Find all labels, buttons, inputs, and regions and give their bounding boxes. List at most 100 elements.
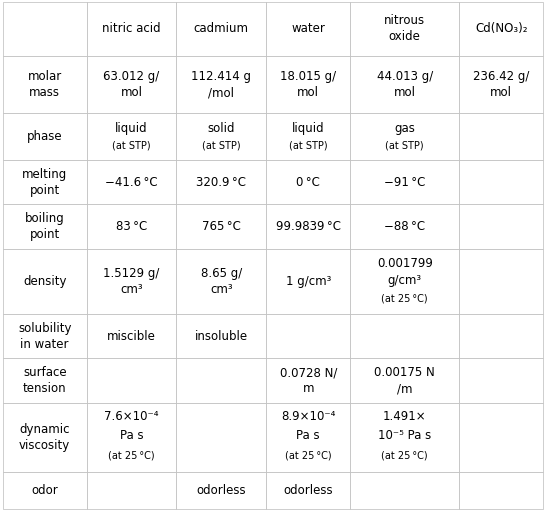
Text: dynamic
viscosity: dynamic viscosity xyxy=(19,423,70,452)
Bar xyxy=(87,2,176,56)
Bar xyxy=(87,56,176,113)
Bar xyxy=(266,204,350,249)
Bar xyxy=(3,56,87,113)
Text: melting
point: melting point xyxy=(22,168,67,197)
Bar xyxy=(3,472,87,509)
Text: 18.015 g/
mol: 18.015 g/ mol xyxy=(280,70,336,99)
Bar xyxy=(3,403,87,472)
Bar xyxy=(3,113,87,160)
Bar xyxy=(459,204,543,249)
Bar xyxy=(350,56,459,113)
Bar xyxy=(87,403,176,472)
Text: (at 25 °C): (at 25 °C) xyxy=(108,450,155,460)
Text: solid: solid xyxy=(207,122,235,135)
Text: density: density xyxy=(23,275,67,288)
Bar xyxy=(266,403,350,472)
Text: cadmium: cadmium xyxy=(194,22,249,35)
Text: odorless: odorless xyxy=(283,484,333,497)
Bar xyxy=(459,56,543,113)
Bar xyxy=(176,204,266,249)
Text: 1.491×: 1.491× xyxy=(383,410,426,423)
Text: 44.013 g/
mol: 44.013 g/ mol xyxy=(377,70,433,99)
Text: 83 °C: 83 °C xyxy=(116,220,147,233)
Bar xyxy=(266,358,350,403)
Bar xyxy=(176,472,266,509)
Bar xyxy=(87,204,176,249)
Bar xyxy=(266,472,350,509)
Bar xyxy=(350,2,459,56)
Bar xyxy=(87,314,176,358)
Text: 0.0728 N/
m: 0.0728 N/ m xyxy=(280,366,337,395)
Text: liquid: liquid xyxy=(292,122,324,135)
Bar xyxy=(87,249,176,314)
Text: 63.012 g/
mol: 63.012 g/ mol xyxy=(104,70,160,99)
Bar xyxy=(87,160,176,204)
Text: 236.42 g/
mol: 236.42 g/ mol xyxy=(473,70,530,99)
Bar xyxy=(176,56,266,113)
Bar xyxy=(176,403,266,472)
Text: (at 25 °C): (at 25 °C) xyxy=(382,293,428,304)
Text: 765 °C: 765 °C xyxy=(202,220,241,233)
Text: 112.414 g
/mol: 112.414 g /mol xyxy=(191,70,251,99)
Text: Cd(NO₃)₂: Cd(NO₃)₂ xyxy=(475,22,527,35)
Text: (at STP): (at STP) xyxy=(385,141,424,151)
Bar xyxy=(459,2,543,56)
Bar xyxy=(459,113,543,160)
Text: 0.001799: 0.001799 xyxy=(377,257,432,270)
Bar xyxy=(176,358,266,403)
Text: (at STP): (at STP) xyxy=(112,141,151,151)
Text: Pa s: Pa s xyxy=(120,429,144,443)
Bar xyxy=(87,472,176,509)
Text: (at STP): (at STP) xyxy=(289,141,328,151)
Bar xyxy=(3,204,87,249)
Bar xyxy=(266,2,350,56)
Bar xyxy=(459,249,543,314)
Bar xyxy=(3,160,87,204)
Text: solubility
in water: solubility in water xyxy=(18,322,72,351)
Text: 1 g/cm³: 1 g/cm³ xyxy=(286,275,331,288)
Bar xyxy=(350,249,459,314)
Bar xyxy=(266,249,350,314)
Text: −88 °C: −88 °C xyxy=(384,220,425,233)
Text: surface
tension: surface tension xyxy=(23,366,67,395)
Text: boiling
point: boiling point xyxy=(25,212,64,241)
Text: odor: odor xyxy=(31,484,58,497)
Text: 320.9 °C: 320.9 °C xyxy=(197,176,246,189)
Text: nitric acid: nitric acid xyxy=(102,22,161,35)
Text: 0.00175 N
/m: 0.00175 N /m xyxy=(375,366,435,395)
Text: molar
mass: molar mass xyxy=(28,70,62,99)
Bar xyxy=(176,314,266,358)
Text: odorless: odorless xyxy=(197,484,246,497)
Text: g/cm³: g/cm³ xyxy=(388,273,422,287)
Text: 0 °C: 0 °C xyxy=(296,176,320,189)
Bar xyxy=(459,358,543,403)
Text: liquid: liquid xyxy=(115,122,148,135)
Bar xyxy=(266,160,350,204)
Bar xyxy=(350,204,459,249)
Text: nitrous
oxide: nitrous oxide xyxy=(384,14,425,43)
Bar xyxy=(350,314,459,358)
Bar xyxy=(176,2,266,56)
Bar xyxy=(350,403,459,472)
Text: 10⁻⁵ Pa s: 10⁻⁵ Pa s xyxy=(378,429,431,443)
Bar xyxy=(266,314,350,358)
Bar xyxy=(350,113,459,160)
Text: Pa s: Pa s xyxy=(296,429,320,443)
Text: 99.9839 °C: 99.9839 °C xyxy=(276,220,341,233)
Text: phase: phase xyxy=(27,130,63,143)
Bar xyxy=(3,249,87,314)
Text: gas: gas xyxy=(394,122,415,135)
Bar xyxy=(87,358,176,403)
Bar xyxy=(176,160,266,204)
Bar xyxy=(459,472,543,509)
Bar xyxy=(350,472,459,509)
Bar xyxy=(87,113,176,160)
Text: 8.9×10⁻⁴: 8.9×10⁻⁴ xyxy=(281,410,335,423)
Text: 1.5129 g/
cm³: 1.5129 g/ cm³ xyxy=(103,267,160,296)
Text: (at 25 °C): (at 25 °C) xyxy=(285,450,331,460)
Text: miscible: miscible xyxy=(107,330,156,343)
Bar xyxy=(176,113,266,160)
Bar xyxy=(459,160,543,204)
Bar xyxy=(266,113,350,160)
Bar xyxy=(459,314,543,358)
